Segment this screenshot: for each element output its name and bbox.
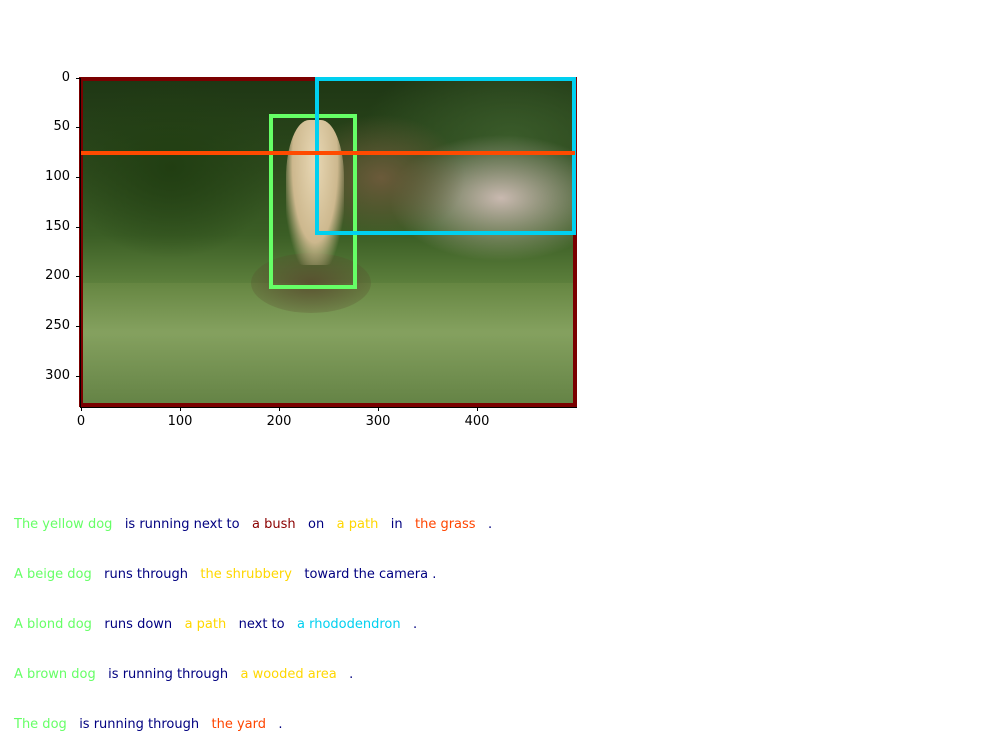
y-tick-mark (76, 276, 80, 277)
y-tick-label: 100 (45, 169, 70, 184)
x-tick-label: 400 (464, 414, 490, 429)
caption-phrase: toward the camera . (304, 567, 437, 582)
caption-phrase: the grass (414, 517, 476, 532)
caption-line: A beige dog runs through the shrubbery t… (14, 567, 436, 583)
caption-line: The yellow dog is running next to a bush… (14, 517, 492, 533)
rhododendron-box (315, 77, 576, 235)
x-tick-mark (81, 407, 82, 411)
x-tick-label: 200 (266, 414, 292, 429)
dog-box (269, 114, 357, 289)
x-tick-label: 100 (167, 414, 193, 429)
caption-line: A blond dog runs down a path next to a r… (14, 617, 417, 633)
caption-phrase: a rhododendron (297, 617, 401, 632)
x-tick-mark (378, 407, 379, 411)
y-tick-label: 150 (45, 219, 70, 234)
caption-phrase: a wooded area (240, 667, 337, 682)
x-tick-label: 300 (365, 414, 391, 429)
x-axis-line (80, 407, 577, 408)
caption-phrase: is running through (108, 667, 229, 682)
caption-phrase: A blond dog (14, 617, 92, 632)
caption-phrase: a path (184, 617, 227, 632)
caption-phrase: is running next to (124, 517, 240, 532)
caption-phrase: runs through (104, 567, 188, 582)
y-tick-label: 200 (45, 268, 70, 283)
caption-phrase: A beige dog (14, 567, 92, 582)
caption-phrase: The yellow dog (14, 517, 113, 532)
caption-line: The dog is running through the yard . (14, 717, 283, 733)
caption-phrase: on (308, 517, 325, 532)
caption-phrase: . (413, 617, 418, 632)
y-axis-line (80, 78, 81, 408)
caption-phrase: runs down (104, 617, 173, 632)
caption-line: A brown dog is running through a wooded … (14, 667, 353, 683)
y-tick-label: 50 (53, 119, 70, 134)
y-tick-mark (76, 127, 80, 128)
caption-phrase: A brown dog (14, 667, 96, 682)
caption-phrase: . (278, 717, 283, 732)
y-tick-mark (76, 78, 80, 79)
dog-photo (81, 78, 576, 406)
y-tick-mark (76, 376, 80, 377)
x-tick-mark (180, 407, 181, 411)
caption-phrase: . (487, 517, 493, 532)
y-tick-label: 0 (61, 70, 70, 85)
x-tick-mark (279, 407, 280, 411)
y-tick-mark (76, 227, 80, 228)
caption-phrase: the shrubbery (200, 567, 292, 582)
caption-phrase: The dog (14, 717, 67, 732)
caption-phrase: a bush (252, 517, 296, 532)
caption-phrase: next to (238, 617, 285, 632)
caption-phrase: the yard (211, 717, 267, 732)
path-line (81, 151, 575, 155)
caption-phrase: . (349, 667, 354, 682)
y-tick-mark (76, 326, 80, 327)
y-tick-mark (76, 177, 80, 178)
caption-phrase: in (390, 517, 403, 532)
x-tick-label: 0 (76, 414, 86, 429)
caption-phrase: is running through (79, 717, 200, 732)
x-tick-mark (477, 407, 478, 411)
caption-phrase: a path (336, 517, 379, 532)
y-tick-label: 300 (45, 368, 70, 383)
y-tick-label: 250 (45, 318, 70, 333)
